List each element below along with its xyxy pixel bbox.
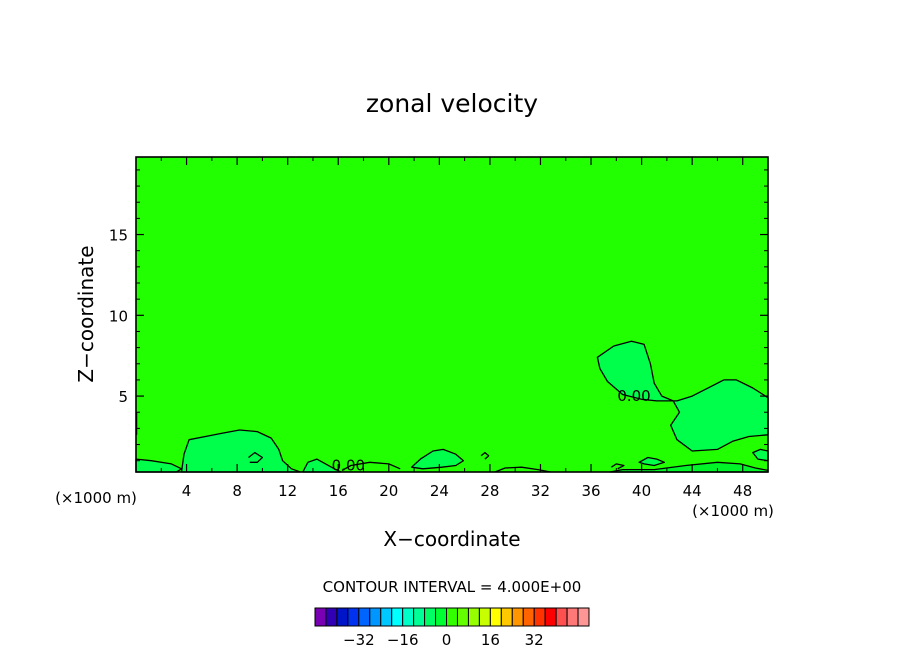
x-tick-label: 16 [329,482,348,500]
colorbar-swatch [456,607,469,627]
colorbar-swatch [511,607,524,627]
contour-line-blob-16 [341,461,401,471]
colorbar-tick-label: −32 [343,631,375,649]
colorbar-tick-label: 0 [442,631,452,649]
contour-label-0: 0.00 [332,457,365,475]
y-axis-label: Z−coordinate [74,245,98,382]
colorbar-swatch [391,607,404,627]
x-axis-label: X−coordinate [383,527,520,551]
contour-label-1: 0.00 [617,387,650,405]
contour-region-blob-24 [410,448,465,470]
colorbar-swatch [413,607,426,627]
colorbar-swatch [533,607,546,627]
colorbar-swatch [555,607,568,627]
x-tick-label: 8 [232,482,242,500]
colorbar-swatch [435,607,448,627]
plot-area: 0.00 0.00 [135,156,769,475]
y-axis-unit: (×1000 m) [55,489,137,507]
colorbar-tick-label: 16 [481,631,500,649]
x-tick-label: 20 [379,482,398,500]
colorbar-swatch [380,607,393,627]
y-axis-ticks: 5 10 15 [109,169,768,462]
x-tick-label: 44 [683,482,702,500]
x-tick-label: 12 [278,482,297,500]
x-tick-label: 32 [531,482,550,500]
colorbar: −32 −16 0 16 32 [314,607,590,649]
colorbar-swatch [369,607,382,627]
x-tick-label: 40 [632,482,651,500]
colorbar-swatch [544,607,557,627]
colorbar-swatch [500,607,513,627]
contour-labels: 0.00 0.00 [332,387,651,474]
x-tick-label: 28 [480,482,499,500]
contour-line-surface-28-34 [494,466,551,473]
contour-line-blob-37 [610,463,625,470]
x-tick-label: 36 [581,482,600,500]
colorbar-swatch [467,607,480,627]
contour-line-blob-27 [480,451,490,460]
colorbar-swatch [325,607,338,627]
x-tick-label: 4 [182,482,192,500]
contour-line-blob-8-inner [248,451,264,463]
colorbar-swatch [336,607,349,627]
colorbar-swatch [314,607,327,627]
colorbar-tick-label: 32 [525,631,544,649]
contour-region-blob-40 [638,456,666,467]
colorbar-swatch [347,607,360,627]
y-tick-label: 5 [118,388,128,406]
colorbar-swatch [446,607,458,627]
y-tick-label: 15 [109,227,128,245]
colorbar-swatch [566,607,579,627]
colorbar-swatch [402,607,415,627]
contour-regions [135,340,769,473]
colorbar-swatch [577,607,590,627]
chart-title: zonal velocity [366,89,538,118]
contour-interval-text: CONTOUR INTERVAL = 4.000E+00 [323,578,582,596]
plot-background [136,157,768,472]
colorbar-swatch [489,607,502,627]
y-tick-label: 10 [109,307,128,325]
x-axis-ticks: 4 8 12 16 20 24 28 32 36 40 44 48 [160,157,752,500]
colorbar-swatch [478,607,491,627]
contour-region-low-left-blob [180,429,301,473]
colorbar-swatch [358,607,371,627]
contour-region-upper-plume [596,340,769,452]
x-axis-unit: (×1000 m) [692,502,774,520]
colorbar-swatch [424,607,437,627]
plot-frame [135,156,769,473]
x-tick-label: 48 [733,482,752,500]
x-tick-label: 24 [430,482,449,500]
colorbar-swatch [522,607,535,627]
colorbar-tick-label: −16 [387,631,419,649]
